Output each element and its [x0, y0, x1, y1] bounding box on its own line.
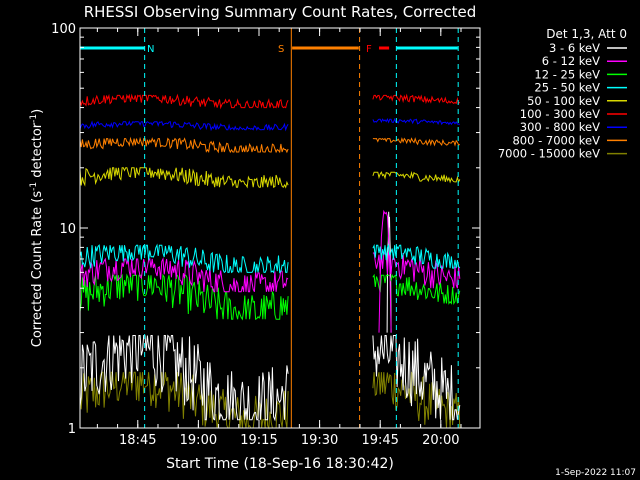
x-tick-label-4: 19:45	[361, 433, 398, 448]
axis-layer: 18:45 19:00 19:15 19:30 19:45 20:00 1 10 100	[51, 22, 480, 448]
series-trace-300-800-1	[372, 117, 460, 126]
y-axis-label: Corrected Count Rate (s-1 detector-1)	[29, 109, 45, 347]
y-tick-label-0: 1	[68, 422, 76, 437]
series-trace-12-25-1	[372, 273, 461, 305]
series-trace-50-100-0	[79, 167, 289, 189]
y-tick-label-1: 10	[59, 222, 76, 237]
series-trace-7000-15000-0	[79, 371, 289, 430]
x-tick-label-1: 19:00	[180, 433, 217, 448]
flag-label-n: N	[147, 44, 154, 55]
flag-label-f: F	[366, 44, 372, 55]
x-tick-label-0: 18:45	[119, 433, 156, 448]
legend-label-4: 50 - 100 keV	[527, 94, 600, 108]
y-tick-label-2: 100	[51, 22, 76, 37]
legend-label-0: 3 - 6 keV	[549, 41, 600, 55]
legend-label-3: 25 - 50 keV	[534, 81, 600, 95]
series-trace-800-7000-0	[79, 136, 289, 154]
series-trace-50-100-1	[372, 170, 461, 184]
series-trace-100-300-0	[79, 93, 289, 110]
timestamp: 1-Sep-2022 11:07	[555, 468, 636, 478]
series-trace-6-12-0	[79, 257, 289, 293]
legend-label-8: 7000 - 15000 keV	[498, 147, 600, 161]
data-layer	[79, 93, 461, 430]
legend-title: Det 1,3, Att 0	[546, 27, 627, 41]
x-tick-label-5: 20:00	[422, 433, 459, 448]
series-trace-12-25-0	[79, 273, 289, 321]
x-tick-label-3: 19:30	[301, 433, 338, 448]
legend-label-1: 6 - 12 keV	[542, 54, 600, 68]
series-trace-25-50-0	[79, 243, 289, 274]
x-axis-label: Start Time (18-Sep-16 18:30:42)	[166, 456, 394, 472]
series-trace-100-300-1	[372, 93, 461, 105]
chart-title: RHESSI Observing Summary Count Rates, Co…	[84, 3, 477, 21]
series-trace-6-12-1	[372, 252, 461, 289]
legend-label-7: 800 - 7000 keV	[512, 133, 600, 147]
series-trace-25-50-1	[372, 243, 461, 269]
flag-label-s: S	[278, 44, 284, 55]
series-trace-3-6-1	[372, 335, 461, 421]
legend-label-5: 100 - 300 keV	[520, 107, 600, 121]
legend-label-2: 12 - 25 keV	[534, 67, 600, 81]
series-trace-800-7000-1	[372, 137, 460, 147]
legend-label-6: 300 - 800 keV	[520, 120, 600, 134]
series-trace-3-6-0	[79, 334, 289, 422]
series-trace-300-800-0	[79, 120, 289, 132]
x-tick-label-2: 19:15	[240, 433, 277, 448]
